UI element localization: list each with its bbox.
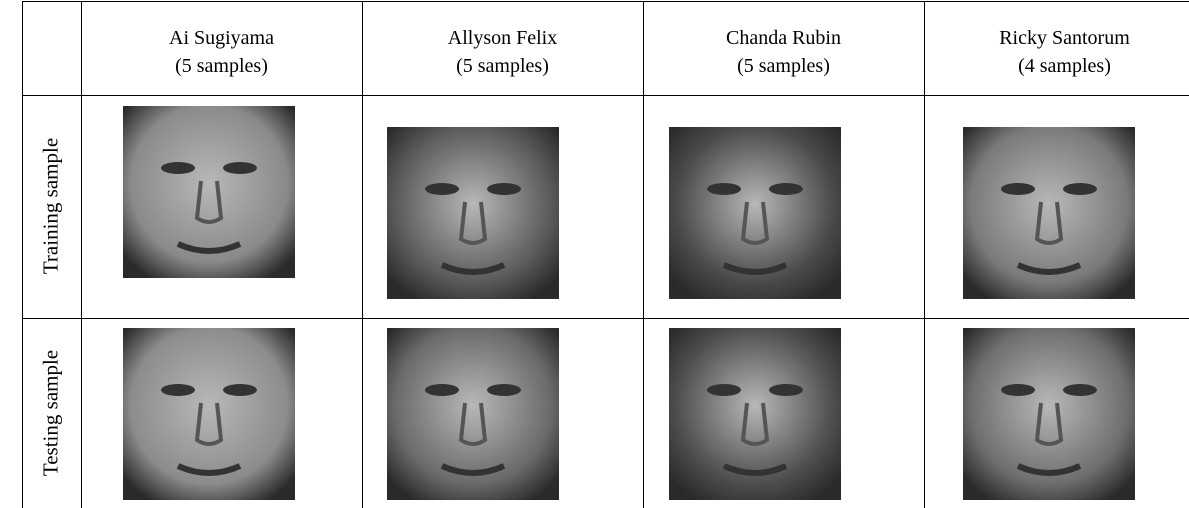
sample-count: (5 samples)	[175, 55, 268, 77]
face-photo	[669, 328, 841, 500]
column-header: Ricky Santorum (4 samples)	[924, 24, 1189, 80]
person-name: Ricky Santorum	[999, 27, 1130, 49]
column-header: Allyson Felix (5 samples)	[362, 24, 643, 80]
sample-count: (5 samples)	[456, 55, 549, 77]
face-photo	[963, 127, 1135, 299]
row-label: Training sample	[38, 137, 63, 275]
face-photo	[123, 106, 295, 278]
sample-count: (4 samples)	[1018, 55, 1111, 77]
person-name: Chanda Rubin	[726, 27, 841, 49]
rule	[22, 1, 23, 508]
rule	[924, 1, 925, 508]
person-name: Ai Sugiyama	[169, 27, 274, 49]
face-photo	[963, 328, 1135, 500]
row-label: Testing sample	[38, 349, 63, 477]
rule	[22, 1, 1189, 2]
rule	[362, 1, 363, 508]
column-header: Chanda Rubin (5 samples)	[643, 24, 924, 80]
person-name: Allyson Felix	[447, 27, 558, 49]
rule	[22, 318, 1189, 319]
face-photo	[387, 328, 559, 500]
face-photo	[123, 328, 295, 500]
rule	[22, 95, 1189, 96]
rule	[643, 1, 644, 508]
column-header: Ai Sugiyama (5 samples)	[81, 24, 362, 80]
face-photo	[387, 127, 559, 299]
face-photo	[669, 127, 841, 299]
sample-count: (5 samples)	[737, 55, 830, 77]
rule	[81, 1, 82, 508]
